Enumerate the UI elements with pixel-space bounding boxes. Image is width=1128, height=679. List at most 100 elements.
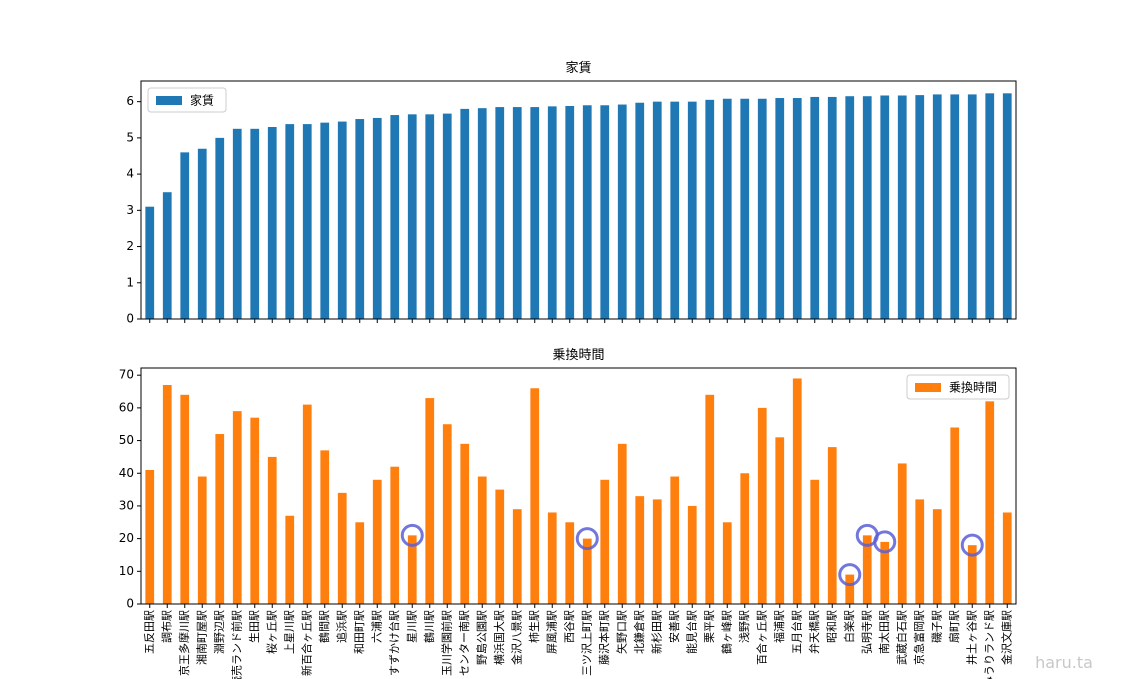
y-tick-label: 70 xyxy=(119,368,134,382)
x-tick-label: 和田町駅 xyxy=(353,610,366,654)
x-tick-label: 読売ランド前駅 xyxy=(229,610,243,679)
bar xyxy=(932,94,942,319)
bar xyxy=(512,107,522,320)
x-tick-label: 京王多摩川駅 xyxy=(177,610,191,676)
x-tick-label: 安善駅 xyxy=(667,610,681,643)
bar xyxy=(232,411,242,604)
bar xyxy=(705,394,715,604)
x-tick-label: 福浦駅 xyxy=(772,610,786,643)
bar xyxy=(967,94,977,319)
bar xyxy=(810,96,820,319)
bar xyxy=(950,427,960,604)
bar xyxy=(320,450,330,604)
bar xyxy=(827,96,837,319)
x-tick-label: 湘南町屋駅 xyxy=(194,610,208,665)
watermark: haru.ta xyxy=(1035,653,1093,672)
x-tick-label: 星川駅 xyxy=(405,610,418,643)
x-tick-label: 鶴ヶ峰駅 xyxy=(719,610,733,654)
x-tick-label: 調布駅 xyxy=(159,610,173,643)
bar xyxy=(915,95,925,319)
legend-swatch xyxy=(156,96,182,105)
bar xyxy=(162,384,172,604)
legend-box xyxy=(906,374,1010,400)
bar xyxy=(547,106,557,319)
x-tick-label: 弁天橋駅 xyxy=(807,610,821,654)
x-tick-label: 新百合ヶ丘駅 xyxy=(299,610,313,676)
y-tick-label: 60 xyxy=(119,400,134,414)
chart-title: 家賃 xyxy=(565,60,591,76)
bar xyxy=(915,499,925,604)
bar xyxy=(372,479,382,604)
x-tick-label: 上星川駅 xyxy=(283,610,296,654)
bar xyxy=(670,101,680,319)
bar xyxy=(442,113,452,319)
bar xyxy=(827,447,837,604)
bar xyxy=(582,105,592,319)
axes-frame xyxy=(140,367,1017,605)
bar xyxy=(722,522,732,604)
bar xyxy=(547,512,557,604)
bar xyxy=(880,95,890,319)
y-tick-label: 40 xyxy=(119,466,134,480)
bar xyxy=(425,114,435,320)
legend-label: 家賃 xyxy=(190,93,214,108)
x-tick-label: 生田駅 xyxy=(247,610,261,643)
x-tick-label: 鶴川駅 xyxy=(422,610,436,643)
bar xyxy=(652,499,662,604)
bar xyxy=(390,115,400,319)
x-tick-label: 淵野辺駅 xyxy=(213,610,226,654)
x-tick-label: 追浜駅 xyxy=(334,610,348,643)
x-tick-label: 藤沢本町駅 xyxy=(597,610,611,665)
x-tick-label: 六浦駅 xyxy=(370,610,383,643)
x-tick-label: 五月台駅 xyxy=(789,610,803,654)
bar xyxy=(320,122,330,319)
x-tick-label: 矢野口駅 xyxy=(614,610,628,654)
x-tick-label: 扇町駅 xyxy=(947,610,961,643)
legend-box xyxy=(147,87,227,113)
bar xyxy=(565,105,575,320)
y-tick-label: 5 xyxy=(126,130,134,144)
bar xyxy=(967,545,977,604)
bar xyxy=(355,522,365,604)
x-tick-label: 横浜国大駅 xyxy=(492,610,506,665)
bar xyxy=(1002,93,1012,319)
y-tick-label: 1 xyxy=(126,275,134,289)
bar xyxy=(652,101,662,319)
bar xyxy=(477,108,487,320)
bar xyxy=(390,466,400,604)
highlight-circle xyxy=(838,563,862,587)
bar xyxy=(372,117,382,319)
bar xyxy=(687,101,697,319)
x-tick-label: 玉川学園前駅 xyxy=(439,610,453,676)
x-tick-label: 栗平駅 xyxy=(703,610,716,643)
bar xyxy=(232,128,242,319)
x-tick-label: 鶴間駅 xyxy=(317,610,331,643)
chart-title: 乗換時間 xyxy=(552,348,604,363)
bar xyxy=(442,424,452,604)
x-tick-label: 百合ヶ丘駅 xyxy=(754,610,768,665)
y-tick-label: 20 xyxy=(119,531,134,545)
x-tick-label: 五反田駅 xyxy=(143,610,156,654)
highlight-circle xyxy=(575,527,599,551)
bar xyxy=(932,509,942,604)
bar xyxy=(145,206,155,319)
y-tick-label: 50 xyxy=(119,433,134,447)
bar xyxy=(407,114,417,320)
bar xyxy=(145,469,155,604)
x-tick-label: 金沢八景駅 xyxy=(509,610,523,665)
axes-frame xyxy=(140,80,1017,320)
x-tick-label: 白楽駅 xyxy=(842,610,856,643)
bar xyxy=(775,98,785,319)
bar xyxy=(407,535,417,604)
x-tick-label: 弘明寺駅 xyxy=(860,610,873,654)
bar xyxy=(250,128,260,319)
bar xyxy=(1002,512,1012,604)
x-tick-label: 桜ヶ丘駅 xyxy=(264,610,278,654)
y-tick-label: 4 xyxy=(126,167,134,181)
bar xyxy=(302,404,312,604)
bar xyxy=(862,96,872,319)
bar xyxy=(985,93,995,319)
x-tick-label: 武蔵白石駅 xyxy=(894,610,908,665)
bar xyxy=(267,456,277,604)
